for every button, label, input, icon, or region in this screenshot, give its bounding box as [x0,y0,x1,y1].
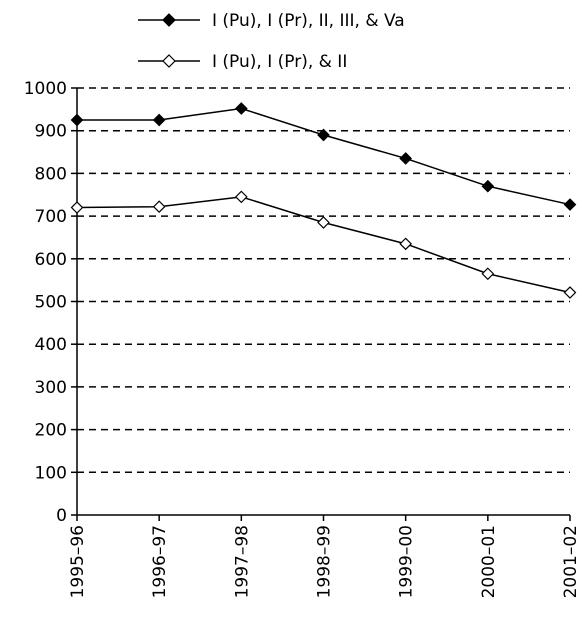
y-tick-label-300: 300 [35,378,67,398]
series-line-1 [77,107,571,206]
series-2-point-0 [70,201,84,214]
legend-label-series-1: I (Pu), I (Pr), II, III, & Va [212,11,405,31]
x-tick-label-4: 1999–00 [397,525,417,598]
series-1-point-1 [152,113,166,127]
legend-entry-series-2: I (Pu), I (Pr), & II [138,52,347,72]
legend-marker-series-1 [162,13,176,27]
series-1-point-6 [563,198,577,211]
series-group [70,102,577,299]
y-tick-label-0: 0 [56,506,67,526]
y-tick-label-800: 800 [35,164,67,184]
y-tick-label-600: 600 [35,250,67,270]
series-2-point-1 [152,200,166,214]
legend-marker-series-2 [162,54,176,68]
y-axis-ticks: 0 100 200 300 400 500 600 700 800 900 1000 [24,79,77,526]
y-tick-label-700: 700 [35,207,67,227]
series-1-point-4 [399,152,413,165]
legend-label-series-2: I (Pu), I (Pr), & II [212,52,347,72]
x-tick-label-3: 1998–99 [315,525,335,598]
series-2-point-5 [481,267,495,281]
x-axis-ticks: 1995–96 1996–97 1997–98 1998–99 1999–00 2000–… [68,515,581,598]
series-2-point-3 [317,216,330,229]
series-1-point-5 [481,179,495,193]
gridlines [77,87,570,474]
series-1-point-2 [234,102,248,115]
series-2-point-6 [563,286,577,299]
x-tick-label-2: 1997–98 [232,525,252,598]
legend: I (Pu), I (Pr), II, III, & Va I (Pu), I … [138,11,405,72]
series-1-point-3 [317,128,330,142]
series-2-point-4 [399,237,413,251]
series-2-point-2 [234,190,248,204]
x-tick-label-6: 2001–02 [561,525,581,598]
x-tick-label-0: 1995–96 [68,525,88,598]
y-tick-label-200: 200 [35,421,67,441]
legend-entry-series-1: I (Pu), I (Pr), II, III, & Va [138,11,405,31]
y-tick-label-1000: 1000 [24,79,67,99]
x-tick-label-1: 1996–97 [150,525,170,598]
y-tick-label-900: 900 [35,122,67,142]
y-tick-label-100: 100 [35,463,67,483]
series-1-point-0 [70,113,84,127]
y-tick-label-500: 500 [35,293,67,313]
series-line-2 [76,196,571,294]
y-tick-label-400: 400 [35,335,67,355]
x-tick-label-5: 2000–01 [479,525,499,598]
